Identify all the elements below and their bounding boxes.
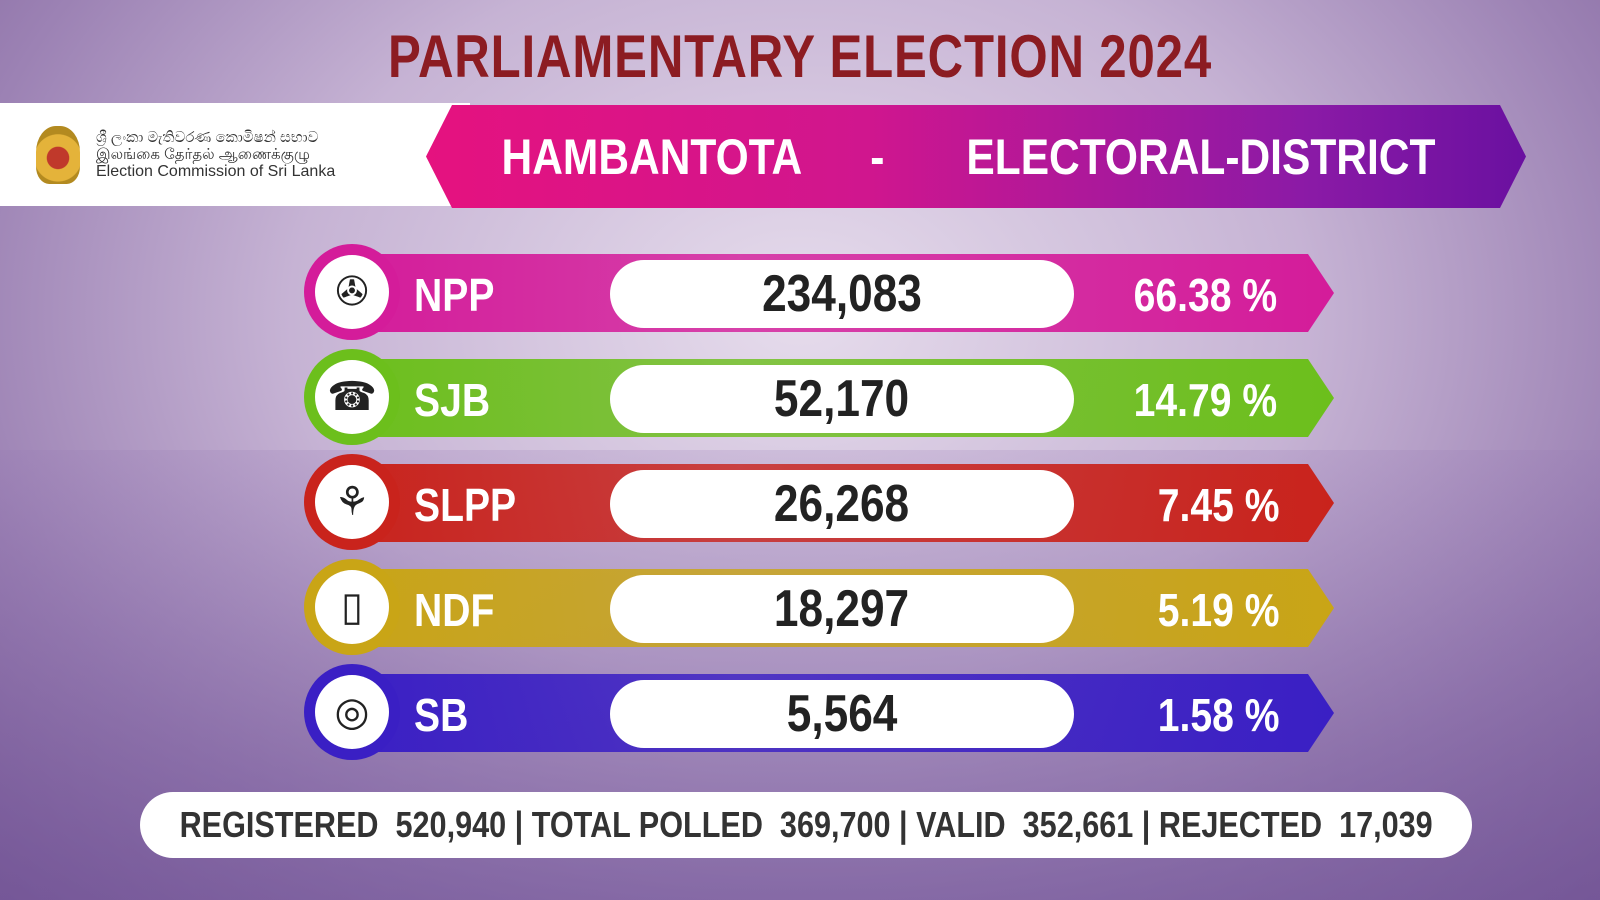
party-symbol: ✇	[304, 244, 400, 340]
vote-percent-text: 66.38 %	[1133, 269, 1278, 321]
vote-percent: 5.19 %	[1147, 583, 1290, 637]
vote-percent-text: 5.19 %	[1157, 584, 1280, 636]
result-row-sb: ◎ SB 5,564 1.58 %	[304, 664, 1334, 760]
district-name: HAMBANTOTA	[501, 128, 803, 185]
commission-name-english: Election Commission of Sri Lanka	[96, 163, 336, 180]
vote-count-text: 52,170	[774, 370, 910, 428]
vote-percent: 14.79 %	[1121, 373, 1290, 427]
result-row-sjb: ☎ SJB 52,170 14.79 %	[304, 349, 1334, 445]
rejected-label: REJECTED	[1158, 804, 1322, 845]
vote-count: 26,268	[610, 470, 1074, 538]
party-name: SJB	[414, 374, 491, 426]
lotus-bud-icon: ⚘	[315, 465, 389, 539]
party-name: NDF	[414, 584, 495, 636]
result-row-ndf: ▯ NDF 18,297 5.19 %	[304, 559, 1334, 655]
vote-count-text: 18,297	[774, 580, 910, 638]
district-type: ELECTORAL-DISTRICT	[966, 128, 1436, 185]
page-title: PARLIAMENTARY ELECTION 2024	[387, 23, 1213, 90]
divider: |	[1141, 804, 1151, 845]
commission-name-tamil: இலங்கை தேர்தல் ஆணைக்குழு	[96, 146, 310, 163]
vote-percent: 66.38 %	[1121, 268, 1290, 322]
polled-label: TOTAL POLLED	[531, 804, 763, 845]
rejected-value: 17,039	[1338, 804, 1433, 845]
compass-icon: ✇	[315, 255, 389, 329]
vote-count: 52,170	[610, 365, 1074, 433]
party-symbol: ◎	[304, 664, 400, 760]
vote-count: 18,297	[610, 575, 1074, 643]
vote-count-text: 26,268	[774, 475, 910, 533]
commission-banner: ශ්‍රී ලංකා මැතිවරණ කොමිෂන් සභාව இலங்கை த…	[0, 103, 470, 206]
vote-percent-text: 1.58 %	[1157, 689, 1280, 741]
commission-name-sinhala: ශ්‍රී ලංකා මැතිවරණ කොමිෂන් සභාව	[96, 129, 319, 146]
vote-count: 5,564	[610, 680, 1074, 748]
vote-percent-text: 7.45 %	[1157, 479, 1280, 531]
result-row-npp: ✇ NPP 234,083 66.38 %	[304, 244, 1334, 340]
sri-lanka-emblem-icon	[36, 125, 80, 184]
valid-value: 352,661	[1022, 804, 1134, 845]
valid-label: VALID	[915, 804, 1006, 845]
vote-count-text: 234,083	[762, 265, 922, 323]
party-name: NPP	[414, 269, 495, 321]
registered-label: REGISTERED	[179, 804, 379, 845]
medal-icon: ◎	[315, 675, 389, 749]
vote-count-text: 5,564	[786, 685, 898, 743]
registered-value: 520,940	[395, 804, 507, 845]
vote-percent-text: 14.79 %	[1133, 374, 1278, 426]
district-separator: -	[869, 128, 884, 185]
divider: |	[514, 804, 524, 845]
telephone-icon: ☎	[315, 360, 389, 434]
party-name: SB	[414, 689, 469, 741]
district-ribbon: HAMBANTOTA - ELECTORAL-DISTRICT	[426, 105, 1526, 208]
summary-bar: REGISTERED 520,940 | TOTAL POLLED 369,70…	[140, 792, 1472, 858]
vote-count: 234,083	[610, 260, 1074, 328]
polled-value: 369,700	[779, 804, 891, 845]
divider: |	[898, 804, 908, 845]
vote-percent: 7.45 %	[1147, 478, 1290, 532]
party-name: SLPP	[414, 479, 517, 531]
result-row-slpp: ⚘ SLPP 26,268 7.45 %	[304, 454, 1334, 550]
party-symbol: ☎	[304, 349, 400, 445]
party-symbol: ▯	[304, 559, 400, 655]
vote-percent: 1.58 %	[1147, 688, 1290, 742]
gas-cylinder-icon: ▯	[315, 570, 389, 644]
party-symbol: ⚘	[304, 454, 400, 550]
